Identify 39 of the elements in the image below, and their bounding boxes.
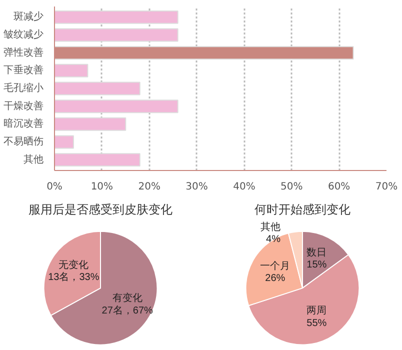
bar: [54, 82, 140, 96]
slice-label: 有变化: [112, 292, 142, 304]
y-tick-label: 不易晒伤: [4, 135, 44, 148]
data-label: 13名，33%: [48, 270, 100, 283]
data-label: 26%: [265, 272, 286, 284]
x-tick-label: 50%: [280, 182, 303, 192]
y-tick-label: 弹性改善: [4, 46, 44, 58]
bar: [54, 28, 178, 42]
slice-label: 数日: [306, 247, 327, 258]
y-tick-label: 皱纹减少: [4, 28, 44, 41]
y-tick-label: 毛孔缩小: [4, 82, 44, 94]
data-label: 15%: [306, 260, 327, 270]
data-label: 4%: [266, 234, 281, 245]
slice-label: 其他: [260, 220, 281, 233]
slice-label: 两周: [306, 306, 327, 317]
y-tick-label: 下垂改善: [4, 64, 44, 76]
slice-label: 无变化: [58, 258, 89, 271]
bar: [54, 100, 178, 114]
bar: [54, 135, 74, 149]
x-tick-label: 70%: [375, 182, 398, 192]
chart-title: 服用后是否感受到皮肤变化: [28, 202, 172, 216]
y-tick-label: 其他: [24, 153, 44, 166]
x-tick-label: 40%: [233, 182, 256, 192]
data-label: 55%: [306, 318, 327, 329]
x-tick-label: 20%: [138, 182, 160, 192]
bar: [54, 10, 178, 24]
chart-title: 何时开始感到变化: [254, 202, 350, 216]
x-tick-label: 0%: [46, 182, 62, 192]
x-tick-label: 60%: [328, 182, 350, 192]
bar: [54, 153, 140, 167]
y-tick-label: 斑减少: [14, 10, 44, 23]
bar: [54, 64, 88, 78]
x-tick-label: 30%: [186, 182, 208, 192]
slice-label: 一个月: [260, 260, 290, 272]
y-tick-label: 干燥改善: [4, 100, 44, 112]
y-tick-label: 暗沉改善: [4, 118, 44, 130]
bar: [54, 117, 126, 131]
data-label: 27名，67%: [102, 304, 154, 316]
x-tick-label: 10%: [90, 182, 114, 192]
